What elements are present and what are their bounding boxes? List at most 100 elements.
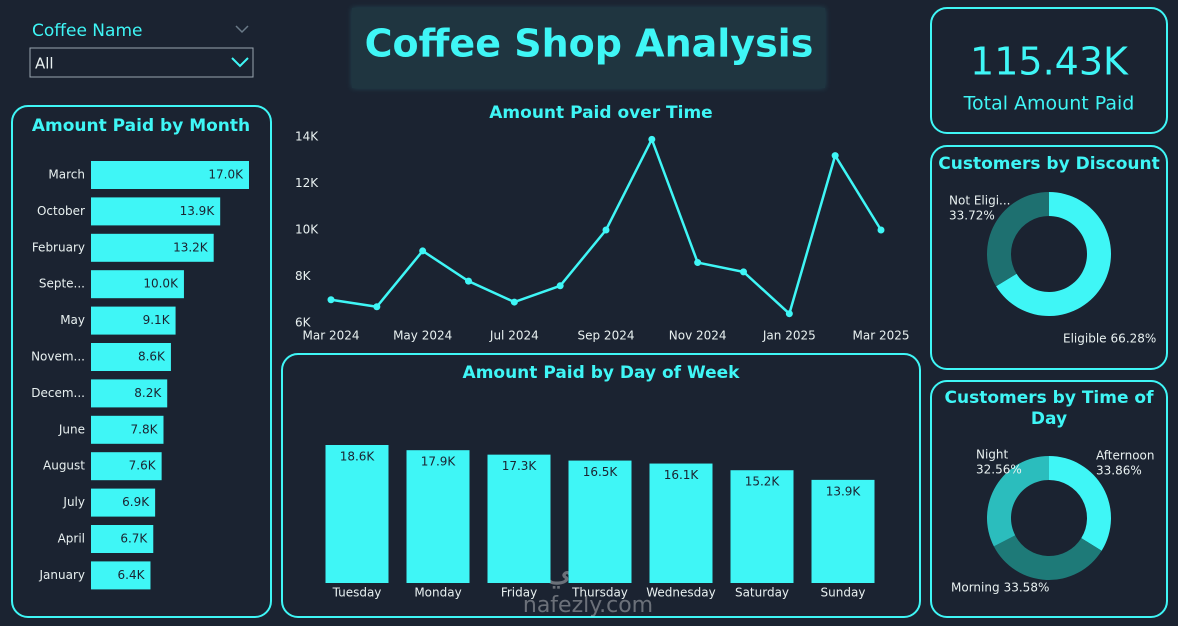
data-label: 6.7K: [120, 532, 148, 546]
slice-label: Night: [976, 448, 1009, 462]
data-label: 16.1K: [664, 468, 700, 482]
slice: [996, 192, 1112, 317]
x-tick-label: Nov 2024: [669, 329, 727, 343]
watermark: nafezly.com: [523, 593, 653, 618]
slice-label: Eligible: [1063, 332, 1107, 346]
y-tick-label: 14K: [295, 130, 319, 144]
point: [740, 268, 747, 276]
y-tick-label: Septe...: [39, 277, 85, 291]
y-tick-label: Decem...: [31, 386, 85, 400]
bar: [568, 460, 632, 583]
y-tick-label: August: [43, 459, 85, 473]
y-tick-label: March: [48, 168, 85, 182]
point: [327, 296, 335, 304]
slice-value: 66.28%: [1111, 332, 1157, 346]
bar: [91, 197, 221, 226]
slice: [1049, 456, 1112, 551]
point: [831, 152, 839, 160]
data-label: 13.9K: [180, 204, 216, 218]
point: [602, 226, 610, 234]
bar: [91, 525, 154, 553]
filter-label: Coffee Name: [32, 21, 142, 41]
slice: [987, 455, 1049, 547]
dropdown-arrow[interactable]: [231, 57, 249, 68]
x-tick-label: Mar 2024: [303, 329, 360, 343]
data-label: 8.6K: [138, 350, 166, 364]
bar: [406, 450, 470, 583]
slice: [993, 535, 1102, 581]
y-tick-label: October: [37, 204, 85, 218]
chart-title: Customers by Time of Day: [944, 388, 1154, 429]
filter-value: All: [35, 55, 54, 73]
bar: [325, 445, 389, 583]
bar: [730, 470, 794, 583]
y-tick-label: June: [58, 422, 85, 436]
x-tick-label: Wednesday: [646, 586, 715, 600]
chart-title: Amount Paid by Day of Week: [463, 363, 741, 383]
data-label: 13.2K: [173, 240, 209, 254]
x-tick-label: Monday: [414, 586, 461, 600]
bar: [811, 479, 875, 583]
point: [373, 303, 381, 311]
chart-title: Customers by Discount: [938, 154, 1159, 174]
bar: [487, 454, 551, 583]
slice-value: 33.58%: [1004, 581, 1050, 595]
x-tick-label: Saturday: [735, 586, 789, 600]
bar: [91, 561, 151, 590]
x-tick-label: Sep 2024: [578, 329, 635, 343]
point: [510, 298, 518, 306]
panel: [11, 105, 272, 618]
title-box: [352, 8, 825, 88]
y-tick-label: 8K: [295, 269, 312, 283]
x-tick-label: Tuesday: [332, 586, 382, 600]
bar: [91, 233, 214, 262]
point: [419, 247, 427, 255]
kpi-label: Total Amount Paid: [963, 93, 1135, 115]
chart-title: Amount Paid over Time: [489, 103, 712, 123]
panel: [930, 380, 1168, 618]
data-label: 18.6K: [340, 450, 376, 464]
point: [465, 277, 472, 285]
data-label: 13.9K: [826, 484, 862, 498]
chart-title-box: Customers by Time of Day: [944, 388, 1154, 429]
kpi-value: 115.43K: [970, 40, 1129, 84]
panel: [281, 353, 921, 618]
data-label: 17.9K: [421, 455, 457, 469]
y-tick-label: 10K: [295, 223, 319, 237]
point: [694, 259, 702, 267]
panel: [930, 145, 1168, 370]
slice-label: Morning: [951, 581, 1000, 595]
filter-dropdown[interactable]: [29, 47, 254, 78]
bar: [91, 343, 171, 371]
x-tick-label: Jul 2024: [489, 329, 539, 343]
bar: [91, 488, 156, 517]
bar: [91, 306, 176, 335]
point: [785, 310, 793, 318]
collapse-icon[interactable]: [235, 25, 249, 34]
x-tick-label: Jan 2025: [762, 329, 816, 343]
data-label: 6.4K: [118, 568, 146, 582]
slice-value: 33.86%: [1096, 464, 1142, 478]
data-label: 6.9K: [122, 495, 150, 509]
data-label: 8.2K: [134, 386, 162, 400]
data-label: 9.1K: [143, 313, 171, 327]
data-label: 16.5K: [583, 465, 619, 479]
x-tick-label: May 2024: [393, 329, 452, 343]
y-tick-label: May: [60, 313, 85, 327]
data-label: 7.6K: [129, 459, 157, 473]
kpi-card: [930, 7, 1168, 134]
y-tick-label: Novem...: [31, 350, 85, 364]
data-label: 15.2K: [745, 475, 781, 489]
x-tick-label: Mar 2025: [853, 329, 910, 343]
data-label: 7.8K: [131, 422, 159, 436]
y-tick-label: April: [58, 532, 85, 546]
point: [556, 282, 564, 290]
y-tick-label: January: [39, 568, 86, 582]
bar: [91, 415, 164, 444]
slice-value: 33.72%: [949, 209, 995, 223]
slice-label: Afternoon: [1096, 449, 1155, 463]
point: [877, 226, 885, 234]
data-label: 17.3K: [502, 459, 538, 473]
bar: [91, 270, 184, 299]
